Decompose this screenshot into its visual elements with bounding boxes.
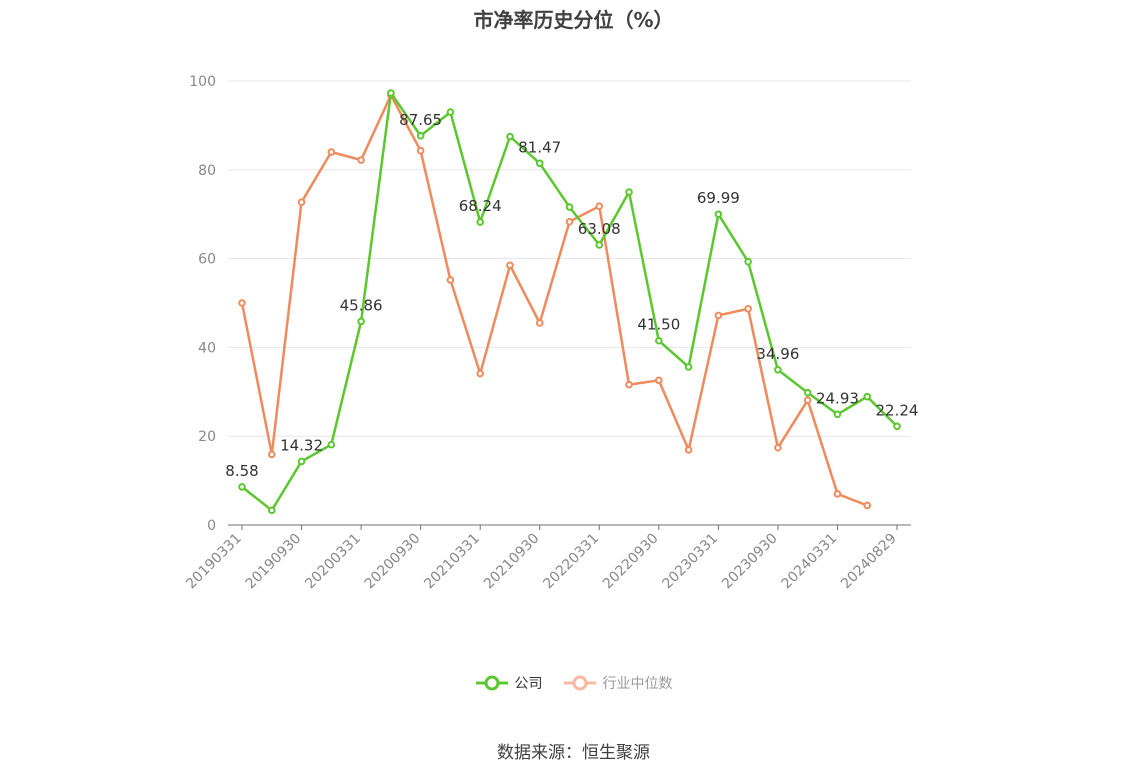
industry-data-point — [327, 148, 336, 156]
company-data-point — [238, 483, 246, 491]
industry-data-point — [357, 156, 365, 164]
company-data-label: 14.32 — [280, 436, 323, 454]
company-data-point — [535, 159, 544, 168]
company-data-point — [684, 363, 693, 371]
series-layer — [238, 89, 901, 515]
company-data-label: 81.47 — [518, 138, 561, 156]
industry-data-point — [655, 376, 663, 385]
company-data-point — [833, 410, 842, 419]
x-tick-label: 20240829 — [838, 531, 900, 593]
industry-data-point — [595, 202, 604, 211]
company-data-label: 41.50 — [637, 316, 680, 334]
y-tick-label: 60 — [198, 252, 216, 268]
y-tick-label: 80 — [198, 163, 216, 179]
company-data-point — [595, 241, 604, 249]
company-data-point — [446, 108, 455, 116]
y-tick-label: 100 — [189, 74, 216, 90]
company-data-label: 8.58 — [225, 462, 258, 480]
industry-data-point — [506, 261, 514, 270]
company-data-point — [506, 132, 514, 141]
industry-data-point — [565, 217, 574, 226]
company-data-point — [297, 457, 306, 466]
x-tick-label: 20210331 — [421, 531, 483, 593]
industry-data-point — [267, 450, 276, 459]
industry-data-point — [774, 443, 782, 452]
company-data-point — [803, 388, 812, 397]
company-data-label: 24.93 — [816, 389, 859, 407]
industry-data-point — [833, 490, 842, 498]
company-data-label: 68.24 — [459, 197, 502, 215]
x-tick-label: 20210930 — [481, 531, 543, 593]
company-data-point — [744, 257, 752, 266]
industry-data-point — [863, 501, 872, 510]
y-tick-label: 20 — [198, 429, 216, 445]
industry-data-point — [238, 299, 246, 307]
x-tick-label: 20220930 — [600, 531, 662, 593]
legend-industry-label: 行业中位数 — [602, 676, 673, 692]
industry-series-line — [240, 93, 868, 507]
legend-industry-icon — [563, 675, 596, 691]
company-data-point — [625, 188, 633, 196]
company-data-point — [893, 422, 901, 431]
x-tick-label: 20240331 — [779, 531, 841, 593]
company-data-point — [387, 89, 395, 97]
company-data-point — [416, 132, 425, 140]
company-data-point — [267, 506, 276, 515]
x-tick-label: 20200331 — [302, 531, 364, 593]
company-data-label: 87.65 — [399, 111, 442, 129]
company-data-point — [476, 218, 484, 226]
x-tick-label: 20230930 — [719, 531, 781, 593]
industry-data-point — [803, 396, 812, 405]
industry-data-point — [625, 380, 633, 389]
company-data-label: 34.96 — [756, 345, 799, 363]
x-tick-label: 20200930 — [362, 531, 424, 593]
legend: 公司 行业中位数 — [0, 673, 1147, 693]
data-source: 数据来源：恒生聚源 — [497, 743, 650, 763]
company-data-point — [565, 203, 574, 211]
industry-data-point — [446, 276, 455, 284]
grid-layer — [228, 80, 911, 437]
company-data-point — [714, 210, 723, 219]
industry-data-point — [297, 198, 306, 207]
y-tick-label: 0 — [207, 518, 216, 534]
industry-data-point — [535, 319, 544, 327]
legend-item-company[interactable]: 公司 — [475, 673, 543, 693]
x-tick-label: 20190331 — [183, 531, 245, 593]
company-data-point — [357, 317, 365, 326]
company-data-point — [327, 440, 336, 449]
label-layer: 8.58 14.32 45.86 87.65 68.24 81.47 63.08 41.50 6… — [225, 111, 918, 480]
x-tick-label: 20230331 — [659, 531, 721, 593]
company-data-label: 22.24 — [876, 401, 919, 419]
industry-data-point — [416, 146, 425, 155]
industry-data-point — [714, 311, 723, 320]
legend-company-icon — [475, 675, 508, 691]
industry-data-point — [744, 304, 752, 313]
industry-data-point — [476, 369, 484, 378]
company-data-point — [774, 365, 782, 374]
chart-title: 市净率历史分位（%） — [473, 8, 674, 32]
x-tick-label: 20220331 — [540, 531, 602, 593]
legend-company-label: 公司 — [514, 676, 543, 692]
company-data-point — [655, 336, 663, 345]
company-data-label: 45.86 — [340, 296, 383, 314]
company-data-label: 63.08 — [578, 220, 621, 238]
y-tick-label: 40 — [198, 340, 216, 356]
company-data-label: 69.99 — [697, 189, 740, 207]
legend-item-industry[interactable]: 行业中位数 — [563, 673, 673, 693]
x-tick-label: 20190930 — [243, 531, 305, 593]
company-data-point — [863, 392, 872, 401]
industry-data-point — [684, 446, 693, 454]
